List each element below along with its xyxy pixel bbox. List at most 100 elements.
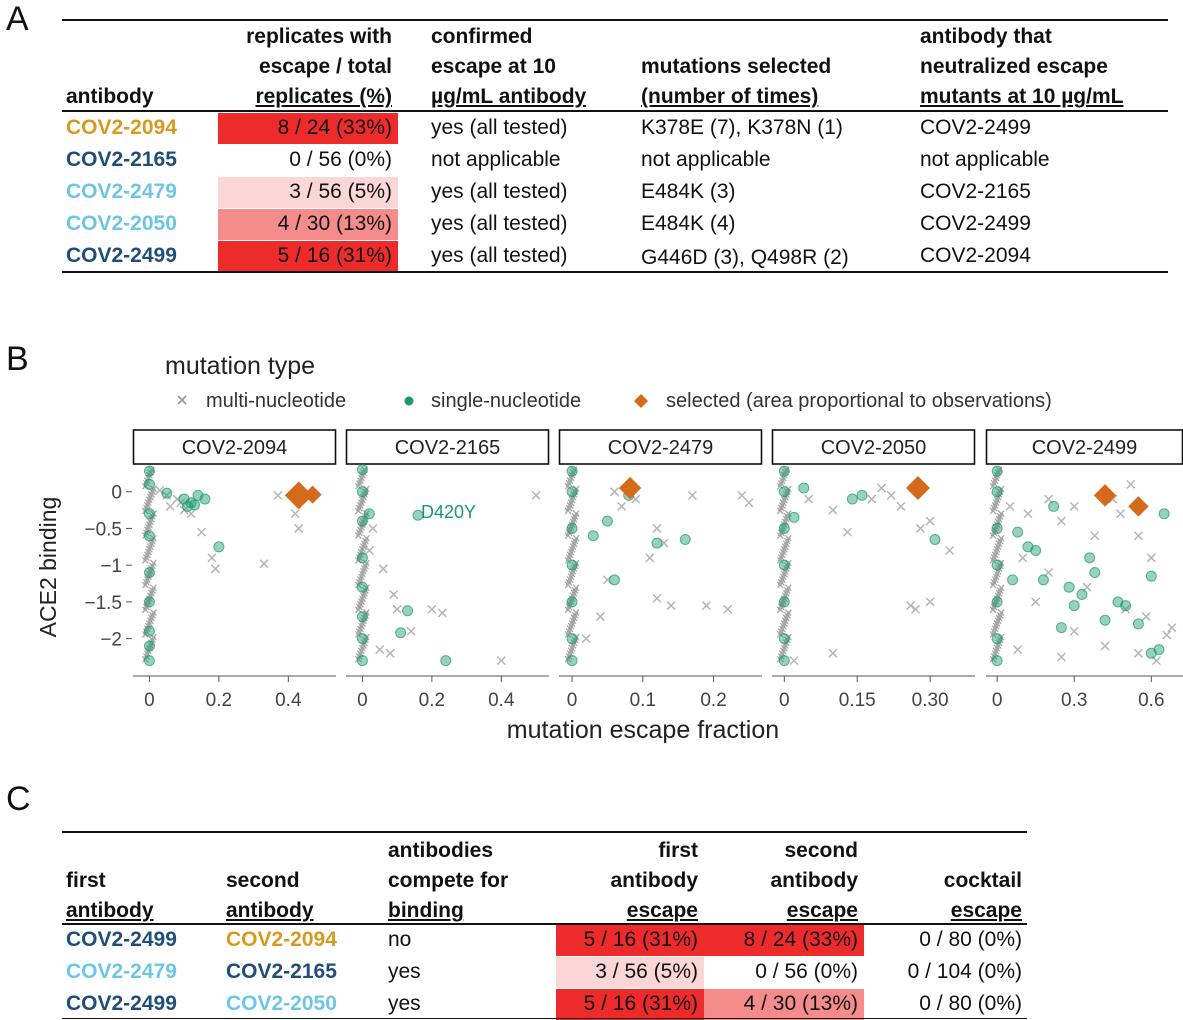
single-nucleotide-point — [929, 533, 941, 545]
mutations-cell: K378E (7), K378N (1) — [641, 116, 843, 139]
multi-nucleotide-point — [149, 633, 157, 641]
single-nucleotide-point — [143, 596, 155, 608]
facet-title: COV2-2499 — [1032, 437, 1138, 459]
facet-title: COV2-2050 — [821, 437, 927, 459]
single-nucleotide-point — [566, 486, 578, 498]
multi-nucleotide-point — [896, 501, 906, 511]
multi-nucleotide-point — [701, 601, 712, 611]
multi-nucleotide-point — [149, 584, 157, 592]
multi-nucleotide-point — [392, 604, 402, 614]
mutations-cell: not applicable — [641, 148, 771, 171]
x-tick-label: 0.2 — [700, 690, 726, 711]
replicates-cell: 5 / 16 (31%) — [218, 241, 398, 272]
single-nucleotide-point — [587, 530, 599, 542]
first-escape-cell: 5 / 16 (31%) — [556, 989, 704, 1020]
x-tick-label: 0.1 — [630, 690, 656, 711]
multi-nucleotide-point — [906, 601, 916, 611]
multi-nucleotide-point — [572, 609, 580, 616]
single-nucleotide-point — [412, 509, 424, 521]
panel-c-letter: C — [6, 780, 31, 818]
multi-nucleotide-point — [925, 516, 935, 526]
single-nucleotide-point — [566, 465, 578, 477]
cocktail-cell: 0 / 80 (0%) — [919, 992, 1022, 1015]
x-tick-label: 0.3 — [1061, 690, 1087, 711]
multi-nucleotide-point — [744, 498, 754, 508]
x-tick-label: 0.2 — [419, 690, 445, 711]
legend-diamond-marker — [634, 394, 648, 408]
single-nucleotide-point — [1158, 508, 1170, 520]
facet-header-box — [985, 429, 1183, 465]
multi-nucleotide-point — [1069, 501, 1079, 511]
header-first-escape-1: first — [658, 839, 698, 862]
single-nucleotide-point — [798, 482, 810, 494]
multi-nucleotide-point — [362, 559, 370, 567]
header-first-escape-3: escape — [626, 899, 698, 922]
single-nucleotide-point — [679, 533, 691, 545]
multi-nucleotide-point — [828, 505, 838, 515]
multi-nucleotide-point — [572, 510, 580, 518]
multi-nucleotide-point — [1121, 604, 1131, 614]
header-cocktail-1: cocktail — [943, 869, 1022, 892]
facet-cov2-2499: COV2-2499 0 0.3 0.6 — [985, 429, 1183, 711]
confirmed-cell: yes (all tested) — [431, 244, 568, 267]
multi-nucleotide-point — [149, 609, 157, 616]
x-tick-label: 0.6 — [1138, 690, 1164, 711]
header-confirmed-3: µg/mL antibody — [431, 85, 587, 108]
neutralized-cell: COV2-2499 — [920, 116, 1031, 139]
single-nucleotide-point — [199, 493, 211, 505]
confirmed-cell: yes (all tested) — [431, 180, 568, 203]
multi-nucleotide-point — [360, 466, 368, 474]
legend-dot-marker — [404, 396, 414, 406]
single-nucleotide-point — [991, 559, 1003, 571]
facet-title: COV2-2165 — [395, 437, 501, 459]
legend-label-multi: multi-nucleotide — [206, 390, 346, 412]
antibody-name: COV2-2165 — [66, 148, 177, 171]
replicates-cell: 3 / 56 (5%) — [218, 177, 398, 208]
single-nucleotide-point — [161, 487, 173, 499]
single-nucleotide-point — [356, 581, 368, 593]
facet-cov2-2050: COV2-2050 0 0.15 0.30 — [771, 429, 976, 711]
multi-nucleotide-point — [784, 609, 792, 616]
table-header-rule — [62, 110, 1168, 112]
multi-nucleotide-point — [362, 584, 370, 592]
single-nucleotide-point — [846, 493, 858, 505]
table-bottom-rule — [62, 271, 1168, 273]
multi-nucleotide-point — [368, 523, 378, 533]
single-nucleotide-point — [1012, 526, 1024, 538]
multi-nucleotide-point — [784, 510, 792, 518]
single-nucleotide-point — [1089, 567, 1101, 579]
single-nucleotide-point — [991, 655, 1003, 667]
single-nucleotide-point — [143, 655, 155, 667]
replicates-cell: 0 / 56 (0%) — [289, 148, 392, 171]
second-escape-cell: 4 / 30 (13%) — [704, 989, 864, 1020]
multi-nucleotide-point — [1100, 641, 1110, 651]
multi-nucleotide-point — [911, 604, 921, 614]
header-neutralized-3: mutants at 10 µg/mL — [920, 85, 1124, 108]
multi-nucleotide-point — [149, 485, 157, 493]
single-nucleotide-point — [609, 574, 621, 586]
multi-nucleotide-point — [1056, 652, 1066, 662]
single-nucleotide-point — [143, 640, 155, 652]
multi-nucleotide-point — [259, 559, 269, 569]
multi-nucleotide-point — [165, 501, 175, 511]
multi-nucleotide-point — [1162, 630, 1172, 640]
single-nucleotide-point — [856, 489, 868, 501]
cocktail-cell: 0 / 104 (0%) — [907, 960, 1022, 983]
panel-b-svg: mutation type multi-nucleotide single-nucl… — [35, 352, 1183, 744]
y-tick-label: 0 — [111, 483, 122, 504]
multi-nucleotide-point — [572, 534, 580, 542]
single-nucleotide-point — [566, 633, 578, 645]
multi-nucleotide-point — [997, 534, 1005, 542]
mutations-cell: G446D (3), Q498R (2) — [641, 246, 849, 269]
legend-label-selected: selected (area proportional to observati… — [666, 390, 1052, 412]
facet-cov2-2165: COV2-2165 0 0.2 0.4 D420Y — [345, 429, 550, 711]
second-antibody-name: COV2-2165 — [226, 960, 337, 983]
multi-nucleotide-point — [427, 604, 437, 614]
single-nucleotide-point — [1153, 644, 1165, 656]
header-confirmed-1: confirmed — [431, 25, 533, 48]
multi-nucleotide-point — [945, 545, 955, 556]
single-nucleotide-point — [402, 605, 414, 617]
multi-nucleotide-point — [1023, 509, 1033, 519]
multi-nucleotide-point — [1069, 626, 1079, 636]
multi-nucleotide-point — [196, 527, 207, 537]
